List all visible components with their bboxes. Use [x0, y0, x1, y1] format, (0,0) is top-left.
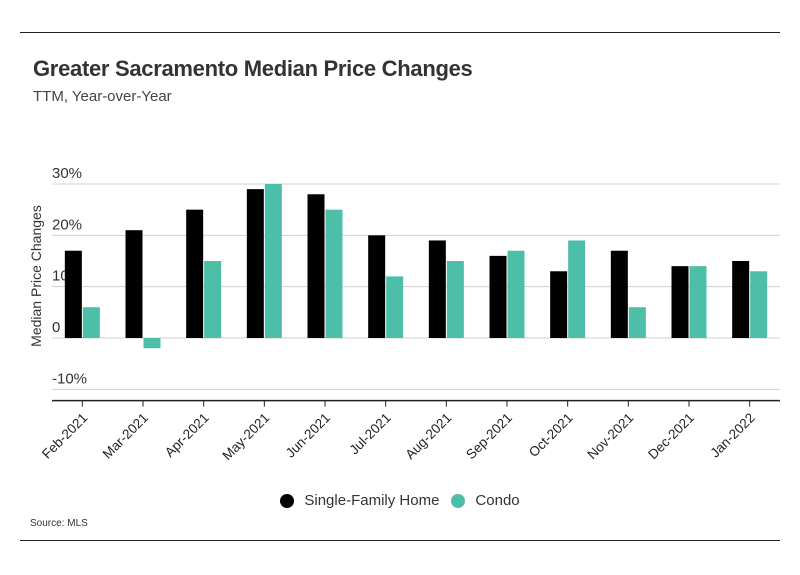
- bar-single-family-mar-2021: [125, 230, 143, 338]
- chart-subtitle: TTM, Year-over-Year: [33, 88, 172, 105]
- y-tick-label: -10%: [52, 370, 87, 387]
- x-tick-label: May-2021: [219, 410, 272, 463]
- x-tick-label: Mar-2021: [100, 410, 151, 461]
- bar-condo-nov-2021: [628, 307, 646, 338]
- bar-single-family-jul-2021: [368, 235, 386, 338]
- bar-single-family-may-2021: [246, 189, 264, 338]
- x-tick-label: Jan-2022: [707, 410, 757, 460]
- bar-single-family-nov-2021: [610, 250, 628, 338]
- legend: Single-Family Home Condo: [0, 492, 800, 509]
- bar-condo-apr-2021: [204, 261, 222, 338]
- x-tick-label: Dec-2021: [645, 410, 697, 462]
- x-tick-label: Oct-2021: [526, 410, 576, 460]
- top-rule: [20, 32, 780, 33]
- bar-condo-mar-2021: [143, 338, 161, 349]
- bars: [64, 184, 768, 349]
- bar-condo-aug-2021: [446, 261, 464, 338]
- bar-condo-may-2021: [264, 184, 282, 338]
- bar-single-family-jan-2022: [732, 261, 750, 338]
- chart-title: Greater Sacramento Median Price Changes: [33, 56, 473, 81]
- y-tick-label: 0: [52, 319, 60, 336]
- x-tick-label: Jun-2021: [283, 410, 333, 460]
- bottom-rule: [20, 540, 780, 541]
- bar-condo-jun-2021: [325, 209, 343, 338]
- x-tick-labels: Feb-2021 Mar-2021 Apr-2021 May-2021 Jun-2021…: [39, 410, 758, 463]
- bar-single-family-jun-2021: [307, 194, 325, 338]
- bar-single-family-apr-2021: [186, 209, 204, 338]
- bar-single-family-aug-2021: [428, 240, 446, 338]
- bar-single-family-dec-2021: [671, 266, 689, 338]
- bar-single-family-sep-2021: [489, 255, 507, 338]
- bar-condo-sep-2021: [507, 250, 525, 338]
- bar-condo-feb-2021: [82, 307, 100, 338]
- x-axis: [52, 399, 780, 407]
- x-tick-label: Sep-2021: [463, 410, 515, 462]
- legend-swatch-single-family: [280, 493, 295, 508]
- bar-single-family-oct-2021: [550, 271, 568, 338]
- bar-condo-oct-2021: [568, 240, 586, 338]
- x-tick-label: Nov-2021: [584, 410, 636, 462]
- x-tick-label: Feb-2021: [39, 410, 90, 461]
- y-tick-label: 20%: [52, 216, 82, 233]
- legend-swatch-condo: [451, 493, 466, 508]
- legend-item-condo: Condo: [451, 492, 520, 509]
- y-tick-label: 30%: [52, 165, 82, 182]
- bar-condo-dec-2021: [689, 266, 707, 338]
- x-tick-label: Jul-2021: [347, 410, 394, 457]
- gridlines: [52, 183, 780, 390]
- legend-label-single-family: Single-Family Home: [304, 492, 440, 509]
- legend-label-condo: Condo: [475, 492, 520, 509]
- legend-item-single-family: Single-Family Home: [280, 492, 439, 509]
- source-note: Source: MLS: [30, 518, 88, 529]
- x-tick-label: Apr-2021: [162, 410, 212, 460]
- bar-single-family-feb-2021: [64, 250, 82, 338]
- x-tick-label: Aug-2021: [402, 410, 454, 462]
- bar-condo-jul-2021: [386, 276, 404, 338]
- bar-condo-jan-2022: [750, 271, 768, 338]
